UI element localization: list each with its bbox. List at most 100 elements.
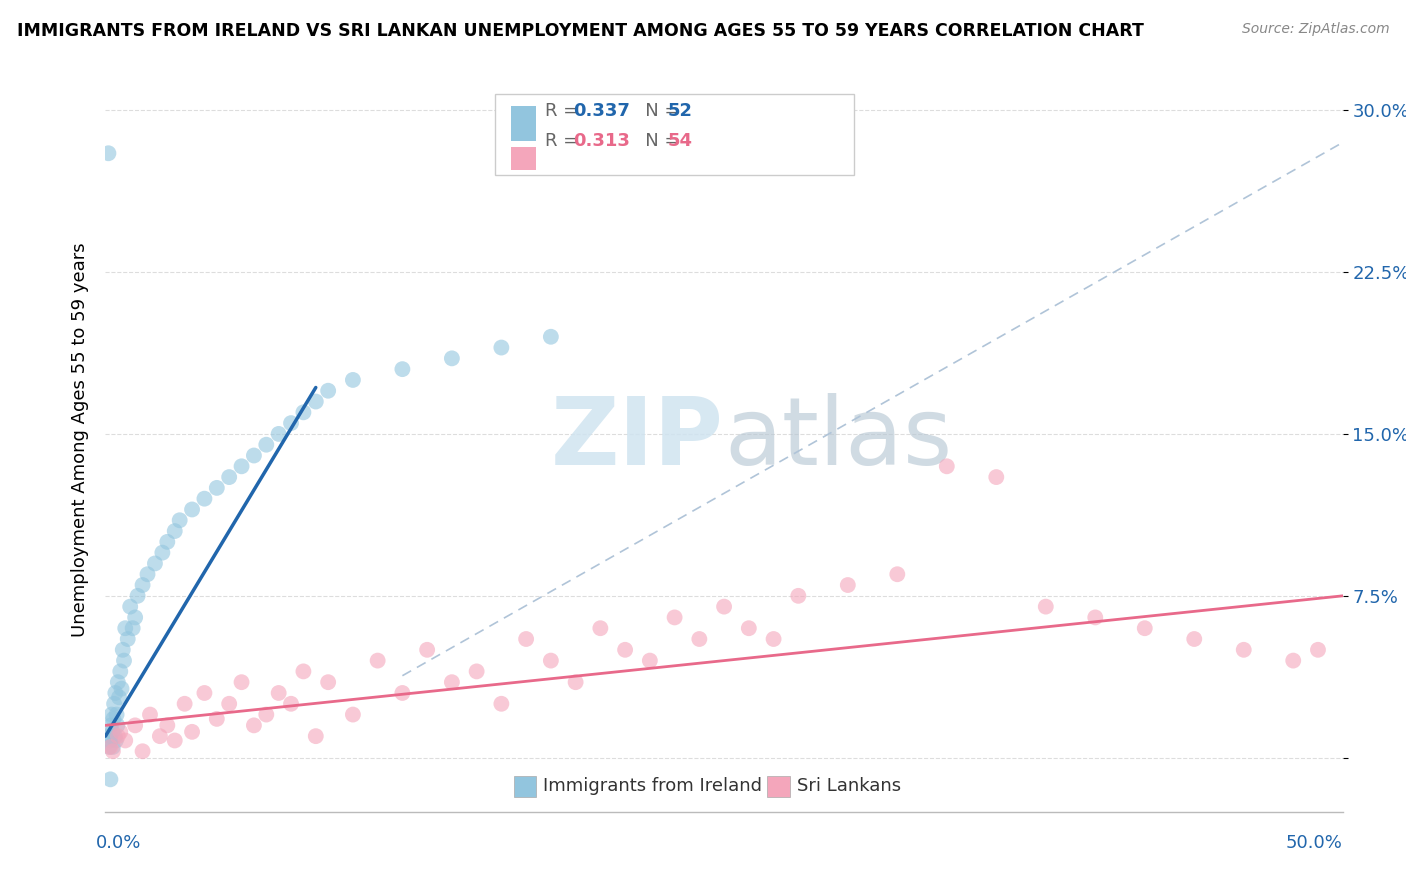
Point — [267, 686, 290, 700]
Point — [342, 707, 364, 722]
Point — [120, 599, 142, 614]
Point — [101, 724, 124, 739]
Point — [169, 513, 191, 527]
Point — [254, 707, 277, 722]
Point — [280, 416, 302, 430]
Point — [367, 654, 389, 668]
Point — [231, 675, 253, 690]
Point — [100, 733, 122, 747]
Point — [316, 675, 339, 690]
Point — [231, 459, 253, 474]
Point — [103, 697, 125, 711]
Point — [1182, 632, 1205, 646]
Point — [416, 642, 439, 657]
Text: 54: 54 — [668, 132, 692, 151]
Point — [121, 621, 143, 635]
Point — [787, 589, 810, 603]
Point — [114, 621, 136, 635]
Point — [107, 675, 129, 690]
Point — [127, 589, 149, 603]
Point — [112, 654, 135, 668]
Point — [104, 729, 127, 743]
Point — [98, 729, 121, 743]
Point — [181, 724, 204, 739]
Point — [664, 610, 686, 624]
Point — [131, 744, 153, 758]
Point — [124, 610, 146, 624]
Point — [105, 707, 128, 722]
Text: 50.0%: 50.0% — [1286, 834, 1343, 852]
Point — [837, 578, 859, 592]
Point — [124, 718, 146, 732]
Point — [1233, 642, 1256, 657]
Text: 0.313: 0.313 — [574, 132, 630, 151]
Point — [305, 729, 328, 743]
Point — [638, 654, 661, 668]
Point — [280, 697, 302, 711]
Point — [101, 744, 124, 758]
Point — [149, 729, 172, 743]
Point — [100, 707, 122, 722]
Point — [738, 621, 761, 635]
Point — [515, 632, 537, 646]
Point — [688, 632, 710, 646]
Point — [98, 739, 121, 754]
Point — [131, 578, 153, 592]
Point — [1133, 621, 1156, 635]
Point — [440, 351, 463, 366]
Point — [104, 733, 127, 747]
Text: R =: R = — [544, 102, 583, 120]
Point — [465, 665, 488, 679]
Point — [101, 739, 124, 754]
Point — [391, 362, 413, 376]
Point — [342, 373, 364, 387]
Point — [491, 341, 513, 355]
Point — [254, 438, 277, 452]
Point — [107, 729, 129, 743]
Point — [1282, 654, 1305, 668]
Point — [193, 491, 215, 506]
Point — [540, 330, 562, 344]
Bar — [513, 776, 536, 797]
Point — [103, 712, 125, 726]
Bar — [512, 147, 536, 169]
Text: N =: N = — [627, 132, 685, 151]
Point — [205, 481, 228, 495]
Point — [100, 718, 122, 732]
Text: 0.337: 0.337 — [574, 102, 630, 120]
Point — [114, 733, 136, 747]
Point — [110, 724, 132, 739]
Text: atlas: atlas — [724, 393, 952, 485]
Y-axis label: Unemployment Among Ages 55 to 59 years: Unemployment Among Ages 55 to 59 years — [70, 242, 89, 637]
Point — [491, 697, 513, 711]
Point — [1084, 610, 1107, 624]
Point — [108, 690, 131, 705]
Point — [267, 426, 290, 441]
Text: N =: N = — [627, 102, 685, 120]
Point — [105, 718, 128, 732]
Point — [163, 733, 186, 747]
Point — [243, 449, 266, 463]
Text: IMMIGRANTS FROM IRELAND VS SRI LANKAN UNEMPLOYMENT AMONG AGES 55 TO 59 YEARS COR: IMMIGRANTS FROM IRELAND VS SRI LANKAN UN… — [17, 22, 1143, 40]
Text: Immigrants from Ireland: Immigrants from Ireland — [544, 778, 762, 796]
Point — [110, 681, 132, 696]
Point — [173, 697, 195, 711]
Text: ZIP: ZIP — [551, 393, 724, 485]
Point — [391, 686, 413, 700]
Point — [193, 686, 215, 700]
Point — [143, 557, 166, 571]
Point — [218, 470, 240, 484]
Text: 52: 52 — [668, 102, 692, 120]
Point — [100, 772, 122, 787]
Point — [292, 665, 315, 679]
Point — [181, 502, 204, 516]
Point — [540, 654, 562, 668]
Point — [150, 546, 173, 560]
Point — [243, 718, 266, 732]
Point — [1035, 599, 1057, 614]
Text: R =: R = — [544, 132, 583, 151]
Point — [100, 739, 122, 754]
Point — [986, 470, 1008, 484]
Point — [163, 524, 186, 538]
Point — [440, 675, 463, 690]
